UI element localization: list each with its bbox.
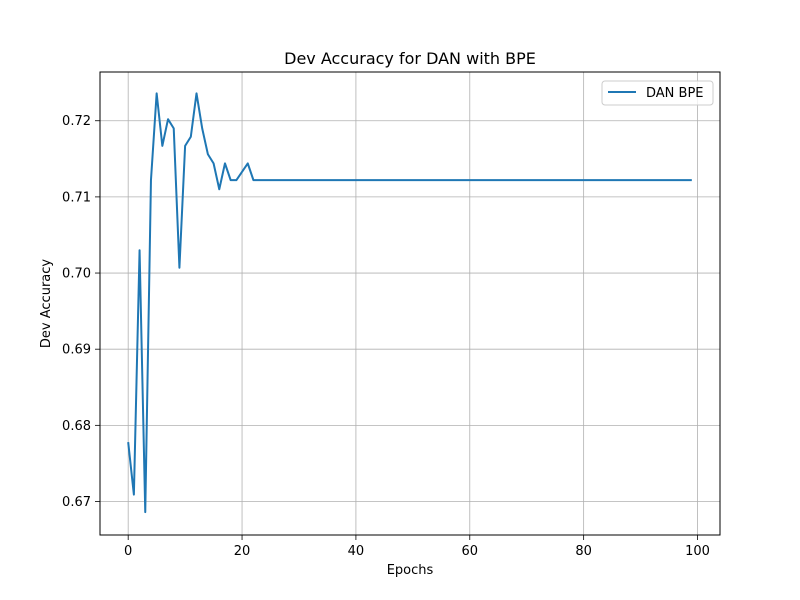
grid (100, 72, 720, 535)
x-tick-label: 80 (575, 544, 592, 559)
series-layer (127, 92, 692, 514)
x-axis-label: Epochs (387, 563, 434, 578)
x-tick-label: 0 (124, 544, 132, 559)
y-tick-label: 0.68 (62, 419, 91, 434)
legend-box (601, 80, 714, 106)
x-tick-label: 100 (685, 544, 710, 559)
y-tick-label: 0.70 (62, 267, 91, 282)
x-tick-label: 60 (462, 544, 479, 559)
chart-title: Dev Accuracy for DAN with BPE (284, 49, 536, 68)
plot-frame (99, 71, 721, 536)
y-axis-label: Dev Accuracy (39, 259, 54, 348)
y-tick-label: 0.71 (62, 190, 91, 205)
y-tick-label: 0.67 (62, 495, 91, 510)
ticks: 0 20 40 60 80 100 0.67 0.68 0.69 0.70 0.71 0.72 (62, 114, 710, 559)
y-tick-label: 0.69 (62, 343, 91, 358)
y-tick-label: 0.72 (62, 114, 91, 129)
x-tick-label: 40 (348, 544, 365, 559)
series-line-dan-bpe (127, 92, 692, 514)
x-tick-label: 20 (234, 544, 251, 559)
legend-label: DAN BPE (646, 86, 704, 101)
legend: DAN BPE (601, 80, 714, 106)
